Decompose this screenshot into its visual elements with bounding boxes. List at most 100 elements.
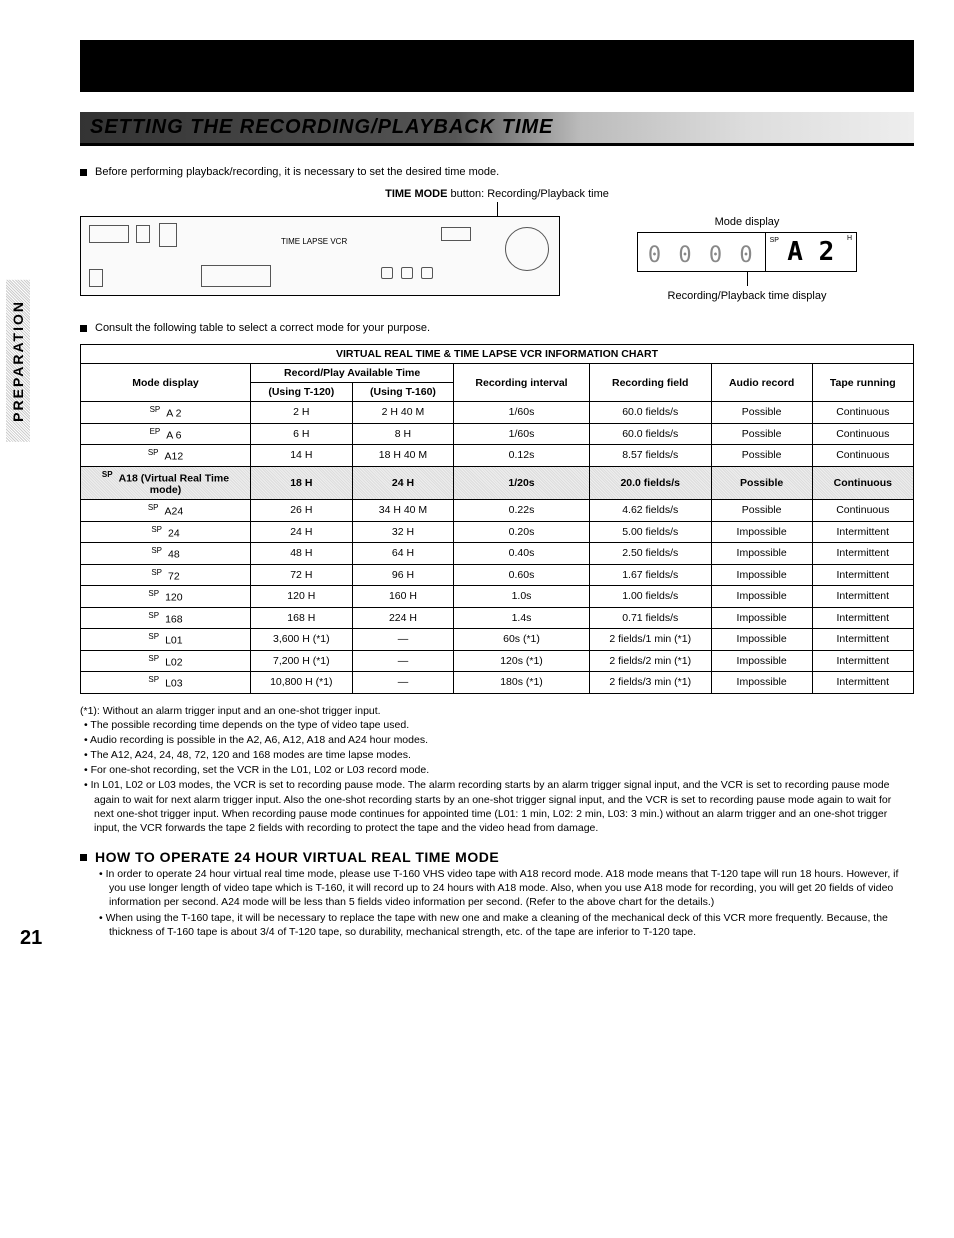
- cell-tape: Continuous: [812, 500, 913, 522]
- cell-int: 0.60s: [454, 564, 589, 586]
- cell-field: 60.0 fields/s: [589, 402, 711, 424]
- cell-t160: 160 H: [352, 586, 454, 608]
- note-item: • The A12, A24, 24, 48, 72, 120 and 168 …: [80, 748, 914, 762]
- cell-int: 0.12s: [454, 445, 589, 467]
- cell-tape: Intermittent: [812, 543, 913, 565]
- note-item: • In L01, L02 or L03 modes, the VCR is s…: [80, 778, 914, 835]
- table-row: SP7272 H96 H0.60s1.67 fields/sImpossible…: [81, 564, 914, 586]
- table-row: SPA2426 H34 H 40 M0.22s4.62 fields/sPoss…: [81, 500, 914, 522]
- cell-t120: 168 H: [251, 607, 353, 629]
- howto-item: • In order to operate 24 hour virtual re…: [95, 867, 914, 910]
- cell-t120: 24 H: [251, 521, 353, 543]
- consult-text: Consult the following table to select a …: [95, 322, 430, 334]
- cell-field: 20.0 fields/s: [589, 466, 711, 500]
- th-interval: Recording interval: [454, 364, 589, 402]
- note-item: • For one-shot recording, set the VCR in…: [80, 763, 914, 777]
- cell-mode: SP168: [81, 607, 251, 629]
- table-row: SPA1214 H18 H 40 M0.12s8.57 fields/sPoss…: [81, 445, 914, 467]
- cell-tape: Intermittent: [812, 607, 913, 629]
- table-row: SPA 22 H2 H 40 M1/60s60.0 fields/sPossib…: [81, 402, 914, 424]
- pointer-line: [497, 202, 498, 216]
- lcd-counter: 0 0 0 0: [648, 243, 755, 268]
- cell-int: 1.4s: [454, 607, 589, 629]
- cell-mode: SP120: [81, 586, 251, 608]
- cell-mode: SPL03: [81, 672, 251, 694]
- cell-t160: 96 H: [352, 564, 454, 586]
- note-item: • The possible recording time depends on…: [80, 718, 914, 732]
- cell-t160: —: [352, 650, 454, 672]
- header-black-bar: [80, 40, 914, 92]
- howto-title: HOW TO OPERATE 24 HOUR VIRTUAL REAL TIME…: [95, 849, 914, 865]
- cell-mode: SPL02: [81, 650, 251, 672]
- cell-int: 180s (*1): [454, 672, 589, 694]
- cell-field: 5.00 fields/s: [589, 521, 711, 543]
- cell-mode: SP48: [81, 543, 251, 565]
- cell-t120: 10,800 H (*1): [251, 672, 353, 694]
- cell-int: 0.22s: [454, 500, 589, 522]
- bullet-icon: [80, 854, 87, 861]
- cell-t160: 224 H: [352, 607, 454, 629]
- cell-mode: SP24: [81, 521, 251, 543]
- cell-t120: 6 H: [251, 423, 353, 445]
- info-chart-table: VIRTUAL REAL TIME & TIME LAPSE VCR INFOR…: [80, 344, 914, 694]
- cell-t160: 64 H: [352, 543, 454, 565]
- footnotes-block: (*1): Without an alarm trigger input and…: [80, 704, 914, 836]
- cell-field: 1.67 fields/s: [589, 564, 711, 586]
- cell-t120: 7,200 H (*1): [251, 650, 353, 672]
- cell-t160: 8 H: [352, 423, 454, 445]
- th-mode: Mode display: [81, 364, 251, 402]
- cell-int: 60s (*1): [454, 629, 589, 651]
- cell-tape: Continuous: [812, 423, 913, 445]
- table-row: EPA 66 H8 H1/60s60.0 fields/sPossibleCon…: [81, 423, 914, 445]
- cell-audio: Impossible: [711, 586, 812, 608]
- time-mode-caption: TIME MODE button: Recording/Playback tim…: [80, 188, 914, 200]
- lcd-sub-caption: Recording/Playback time display: [580, 290, 914, 302]
- cell-audio: Possible: [711, 466, 812, 500]
- lcd-h-indicator: H: [847, 235, 852, 242]
- pointer-line-2: [747, 272, 748, 286]
- cell-audio: Impossible: [711, 607, 812, 629]
- side-tab-label: PREPARATION: [6, 280, 30, 442]
- chart-title: VIRTUAL REAL TIME & TIME LAPSE VCR INFOR…: [81, 345, 914, 364]
- cell-int: 1/20s: [454, 466, 589, 500]
- vcr-front-diagram: TIME LAPSE VCR: [80, 216, 560, 296]
- cell-tape: Intermittent: [812, 521, 913, 543]
- cell-int: 1/60s: [454, 423, 589, 445]
- cell-field: 60.0 fields/s: [589, 423, 711, 445]
- cell-field: 8.57 fields/s: [589, 445, 711, 467]
- cell-field: 1.00 fields/s: [589, 586, 711, 608]
- lcd-display: 0 0 0 0 SP H A 2: [637, 232, 857, 272]
- cell-t160: 32 H: [352, 521, 454, 543]
- th-t160: (Using T-160): [352, 383, 454, 402]
- cell-audio: Impossible: [711, 650, 812, 672]
- cell-audio: Impossible: [711, 543, 812, 565]
- cell-tape: Intermittent: [812, 586, 913, 608]
- page-number: 21: [20, 927, 42, 950]
- cell-t120: 48 H: [251, 543, 353, 565]
- cell-audio: Possible: [711, 445, 812, 467]
- footnote-lead: (*1): Without an alarm trigger input and…: [80, 704, 914, 718]
- cell-mode: SP72: [81, 564, 251, 586]
- section-title-band: SETTING THE RECORDING/PLAYBACK TIME: [80, 112, 914, 146]
- cell-tape: Intermittent: [812, 629, 913, 651]
- cell-int: 120s (*1): [454, 650, 589, 672]
- cell-audio: Possible: [711, 500, 812, 522]
- cell-int: 0.40s: [454, 543, 589, 565]
- table-row: SPL013,600 H (*1)—60s (*1)2 fields/1 min…: [81, 629, 914, 651]
- cell-tape: Continuous: [812, 445, 913, 467]
- cell-t160: 34 H 40 M: [352, 500, 454, 522]
- intro-text: Before performing playback/recording, it…: [95, 166, 499, 178]
- cell-t160: —: [352, 672, 454, 694]
- cell-tape: Continuous: [812, 466, 913, 500]
- cell-mode: SPA12: [81, 445, 251, 467]
- cell-field: 2 fields/1 min (*1): [589, 629, 711, 651]
- cell-audio: Impossible: [711, 672, 812, 694]
- cell-audio: Possible: [711, 423, 812, 445]
- table-row: SP2424 H32 H0.20s5.00 fields/sImpossible…: [81, 521, 914, 543]
- cell-t120: 2 H: [251, 402, 353, 424]
- cell-mode: EPA 6: [81, 423, 251, 445]
- table-row: SP120120 H160 H1.0s1.00 fields/sImpossib…: [81, 586, 914, 608]
- cell-int: 1.0s: [454, 586, 589, 608]
- table-row: SP168168 H224 H1.4s0.71 fields/sImpossib…: [81, 607, 914, 629]
- cell-int: 1/60s: [454, 402, 589, 424]
